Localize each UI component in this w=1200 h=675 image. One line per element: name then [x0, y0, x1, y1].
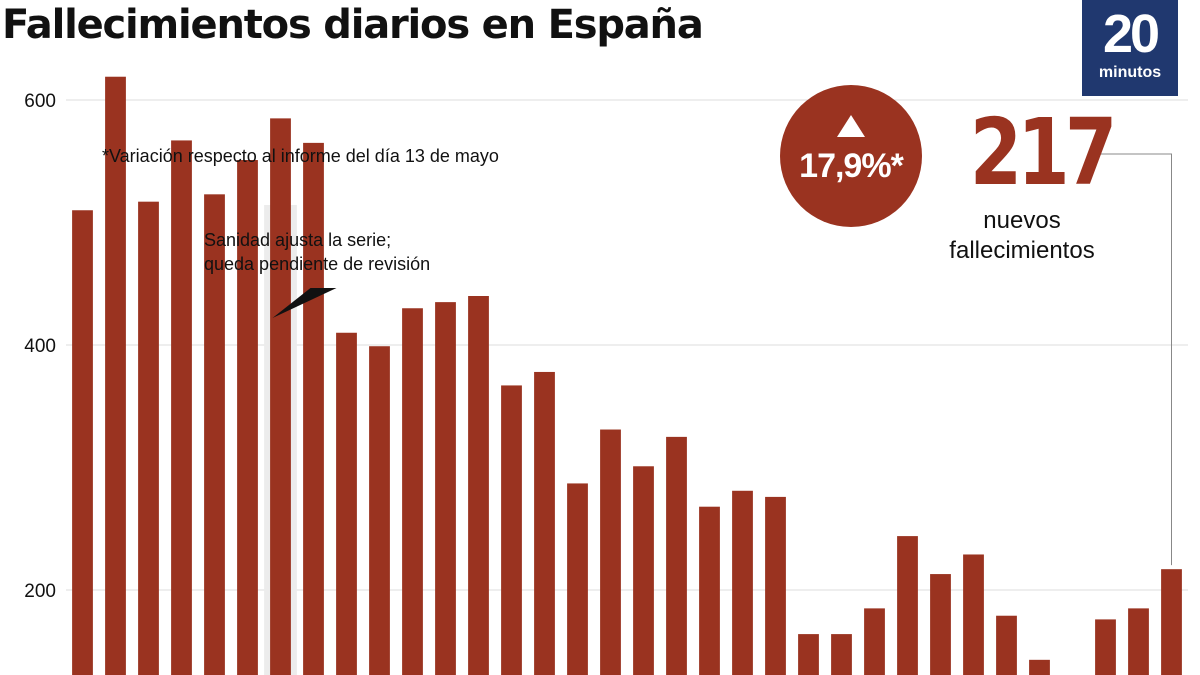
new-deaths-caption-line-2: fallecimientos [949, 237, 1095, 264]
bar [171, 140, 192, 675]
bar [633, 466, 654, 675]
revision-annotation: Sanidad ajusta la serie; queda pendiente… [204, 228, 430, 276]
bar [732, 490, 753, 675]
bar [666, 436, 687, 675]
bar [864, 608, 885, 675]
bar [501, 385, 522, 675]
bar [402, 308, 423, 675]
bar [1095, 619, 1116, 675]
new-deaths-caption-line-1: nuevos [983, 207, 1061, 234]
bar [534, 371, 555, 675]
logo-number: 20 [1102, 4, 1160, 64]
bar [435, 302, 456, 675]
bar [996, 615, 1017, 675]
bar [303, 142, 324, 675]
bar [897, 536, 918, 675]
bar [1029, 659, 1050, 675]
last-bar-connector-line [1098, 153, 1172, 566]
bar [963, 554, 984, 675]
chart-title: Fallecimientos diarios en España [2, 2, 704, 48]
variation-value: 17,9%* [799, 147, 904, 185]
bar [567, 483, 588, 675]
bar [336, 332, 357, 675]
bar [1161, 569, 1182, 675]
bar [204, 194, 225, 675]
new-deaths-number: 217 [969, 99, 1118, 206]
bar [930, 574, 951, 675]
gridlines [66, 99, 1188, 591]
bar [1128, 608, 1149, 675]
bar [798, 634, 819, 675]
bar [138, 201, 159, 675]
annotation-line-2: queda pendiente de revisión [204, 254, 431, 274]
annotation-pointer [272, 288, 337, 318]
logo-word: minutos [1098, 64, 1162, 81]
y-tick-label: 200 [24, 581, 56, 602]
bar [600, 429, 621, 675]
bar [72, 210, 93, 675]
bar [369, 346, 390, 675]
bar [270, 118, 291, 675]
20minutos-logo: 20 minutos [1082, 0, 1178, 96]
triangle-up-icon [837, 115, 865, 137]
y-tick-label: 600 [24, 91, 56, 112]
annotation-line-1: Sanidad ajusta la serie; [204, 230, 392, 250]
variation-footnote: *Variación respecto al informe del día 1… [102, 146, 499, 166]
bars [72, 76, 1182, 675]
bar [105, 76, 126, 675]
bar [831, 634, 852, 675]
variation-badge: 17,9%* [780, 85, 922, 227]
y-tick-label: 400 [24, 336, 56, 357]
bar [765, 496, 786, 675]
y-axis-ticks: 2004006008001.000 [24, 91, 56, 602]
bar [699, 506, 720, 675]
bar [468, 296, 489, 675]
new-deaths-caption: nuevos fallecimientos [922, 206, 1122, 266]
bar [237, 160, 258, 675]
